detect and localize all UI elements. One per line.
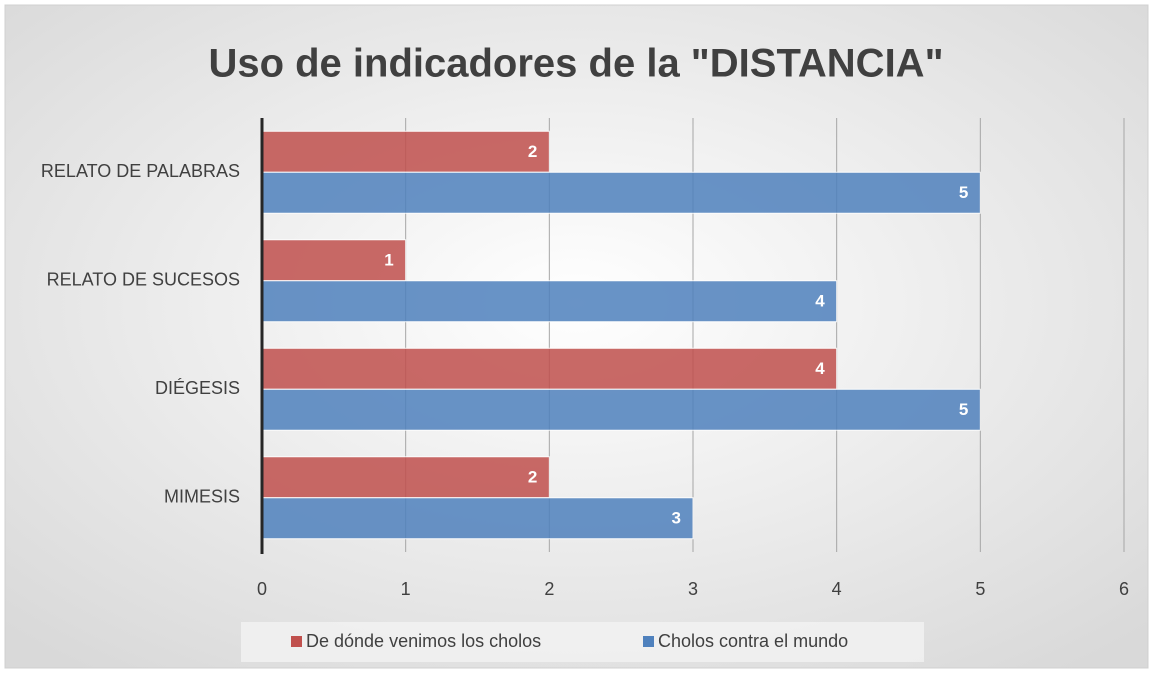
data-label: 3 [672, 509, 681, 528]
data-label: 2 [528, 142, 537, 161]
x-tick-label: 3 [688, 579, 698, 599]
legend-swatch [291, 636, 302, 647]
x-tick-label: 5 [975, 579, 985, 599]
chart-title: Uso de indicadores de la "DISTANCIA" [208, 42, 943, 86]
bar [261, 347, 838, 390]
legend-label: De dónde venimos los cholos [306, 631, 541, 651]
x-tick-label: 4 [832, 579, 842, 599]
x-tick-label: 1 [401, 579, 411, 599]
x-tick-label: 6 [1119, 579, 1129, 599]
legend-box [241, 622, 924, 662]
y-tick-label: RELATO DE PALABRAS [41, 161, 240, 181]
x-tick-label: 2 [544, 579, 554, 599]
bar [261, 239, 407, 282]
y-tick-label: DIÉGESIS [155, 378, 240, 398]
bar [261, 280, 838, 323]
data-label: 5 [959, 183, 968, 202]
bar [261, 388, 981, 431]
data-label: 5 [959, 400, 968, 419]
data-label: 4 [815, 292, 825, 311]
data-label: 4 [815, 359, 825, 378]
chart-background [4, 4, 1149, 669]
bar [261, 456, 550, 499]
x-tick-label: 0 [257, 579, 267, 599]
data-label: 2 [528, 468, 537, 487]
legend-swatch [643, 636, 654, 647]
data-label: 1 [384, 251, 393, 270]
bar [261, 497, 694, 540]
bar [261, 130, 550, 173]
bar [261, 171, 981, 214]
y-tick-label: MIMESIS [164, 487, 240, 507]
y-tick-label: RELATO DE SUCESOS [47, 270, 240, 290]
legend-label: Cholos contra el mundo [658, 631, 848, 651]
